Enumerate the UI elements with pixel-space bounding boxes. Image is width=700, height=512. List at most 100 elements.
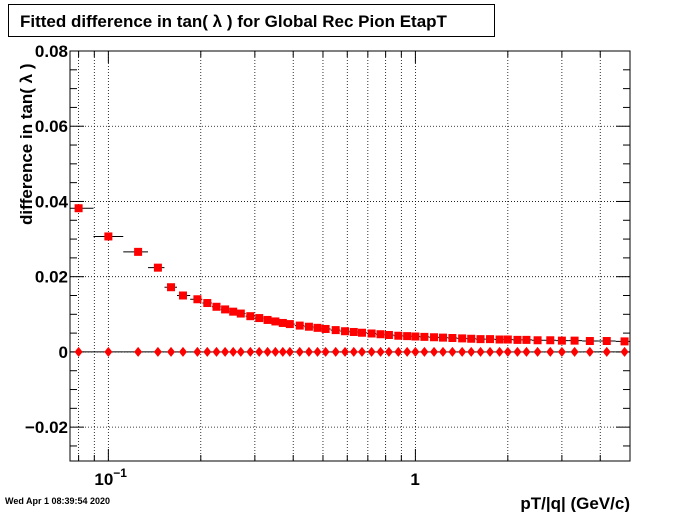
x-tick-label: 1 [410, 470, 419, 489]
diamond-marker [295, 346, 304, 357]
diamond-marker [203, 346, 212, 357]
diamond-marker [255, 346, 264, 357]
diamond-marker [246, 346, 255, 357]
square-marker [458, 334, 467, 343]
square-marker [193, 295, 202, 304]
square-marker [321, 324, 330, 333]
square-marker [203, 299, 212, 308]
square-marker [403, 332, 412, 341]
square-marker [357, 328, 366, 337]
x-tick-label: 10−1 [94, 466, 127, 489]
diamond-marker [236, 346, 245, 357]
diamond-marker [384, 346, 393, 357]
axis-ticks [70, 50, 631, 461]
square-marker [394, 331, 403, 340]
plot-frame [69, 50, 631, 462]
diamond-marker [420, 346, 429, 357]
diamond-marker [134, 346, 143, 357]
diamond-marker [193, 346, 202, 357]
y-tick-label: 0.06 [35, 117, 68, 136]
diamond-marker [221, 346, 230, 357]
square-marker [620, 337, 629, 346]
grid-lines [70, 50, 631, 461]
square-marker [438, 333, 447, 342]
square-marker [246, 312, 255, 321]
square-marker [271, 317, 280, 326]
square-marker [420, 332, 429, 341]
diamond-marker [620, 346, 629, 357]
square-marker [236, 309, 245, 318]
square-marker [448, 334, 457, 342]
square-marker [533, 336, 542, 345]
square-marker [367, 329, 376, 338]
diamond-marker [533, 346, 542, 357]
square-marker [376, 330, 385, 339]
data-markers [70, 204, 630, 357]
diamond-marker [313, 346, 322, 357]
diamond-marker [602, 346, 611, 357]
square-marker [229, 307, 238, 316]
diamond-marker [349, 346, 358, 357]
diamond-marker [153, 346, 162, 357]
square-marker [331, 326, 340, 335]
diamond-marker [513, 346, 522, 357]
diamond-marker [167, 346, 176, 357]
square-marker [384, 330, 393, 339]
diamond-marker [503, 346, 512, 357]
square-marker [341, 327, 350, 336]
diamond-marker [557, 346, 566, 357]
y-tick-label: 0 [59, 343, 68, 362]
diamond-marker [476, 346, 485, 357]
chart-title: Fitted difference in tan( λ ) for Global… [20, 12, 447, 31]
square-marker [411, 332, 420, 341]
square-marker [495, 335, 504, 344]
square-marker [295, 321, 304, 330]
square-marker [570, 336, 579, 345]
diamond-marker [367, 346, 376, 357]
tick-labels: −0.02 0 0.02 0.04 0.06 0.08 10−1 1 [25, 42, 420, 489]
square-marker [602, 337, 611, 346]
diamond-marker [430, 346, 439, 357]
diamond-marker [271, 346, 280, 357]
square-marker [430, 333, 439, 342]
square-marker [513, 335, 522, 344]
square-marker [74, 204, 83, 213]
diamond-marker [546, 346, 555, 357]
diamond-marker [458, 346, 467, 357]
diamond-marker [486, 346, 495, 357]
diamond-marker [229, 346, 238, 357]
square-marker [476, 335, 485, 344]
diamond-marker [495, 346, 504, 357]
diamond-marker [341, 346, 350, 357]
diamond-marker [74, 346, 83, 357]
square-marker [285, 320, 294, 329]
chart-title-box: Fitted difference in tan( λ ) for Global… [8, 4, 495, 37]
diamond-marker [570, 346, 579, 357]
square-marker [503, 335, 512, 344]
square-marker [134, 247, 143, 256]
y-tick-label: −0.02 [25, 418, 68, 437]
diamond-marker [522, 346, 531, 357]
diamond-marker [376, 346, 385, 357]
square-marker [467, 334, 476, 343]
square-marker [221, 305, 230, 314]
diamond-marker [394, 346, 403, 357]
diamond-marker [263, 346, 272, 357]
square-marker [313, 323, 322, 332]
square-marker [263, 315, 272, 324]
diamond-marker [178, 346, 187, 357]
square-marker [522, 335, 531, 344]
y-tick-label: 0.02 [35, 268, 68, 287]
square-marker [278, 318, 287, 327]
diamond-marker [304, 346, 313, 357]
diamond-marker [467, 346, 476, 357]
diamond-marker [403, 346, 412, 357]
diamond-marker [331, 346, 340, 357]
diamond-marker [212, 346, 221, 357]
diamond-marker [438, 346, 447, 357]
diamond-marker [357, 346, 366, 357]
square-marker [153, 263, 162, 272]
square-marker [212, 302, 221, 311]
square-marker [486, 335, 495, 344]
